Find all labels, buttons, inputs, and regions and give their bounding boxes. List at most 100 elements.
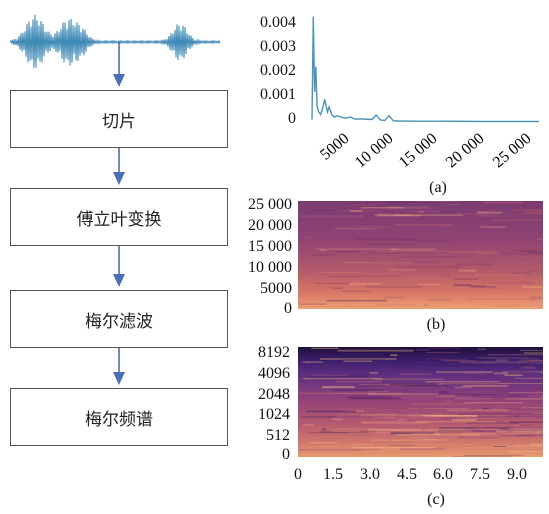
heatmap-texture-stripe (408, 408, 470, 409)
heatmap-texture-stripe (427, 347, 463, 349)
heatmap-texture-stripe (529, 251, 543, 254)
heatmap-texture-stripe (460, 433, 495, 435)
heatmap-texture-stripe (508, 428, 543, 430)
chart-a-x-ticks: 5000 10 000 15 000 20 000 25 000 (317, 130, 535, 171)
heatmap-texture-stripe (350, 443, 375, 446)
heatmap-texture-stripe (331, 418, 343, 420)
heatmap-texture-stripe (298, 392, 378, 395)
heatmap-texture-stripe (362, 297, 367, 299)
heatmap-texture-stripe (385, 383, 442, 386)
heatmap-texture-stripe (424, 359, 489, 360)
heatmap-texture-stripe (501, 399, 543, 401)
step-box-slicing: 切片 (10, 90, 228, 148)
heatmap-texture-stripe (359, 251, 426, 253)
heatmap-texture-stripe (303, 377, 383, 380)
heatmap-texture-stripe (529, 443, 543, 446)
heatmap-texture-stripe (421, 415, 477, 417)
chart-b-heatmap-texture (298, 201, 543, 307)
heatmap-texture-stripe (320, 249, 326, 251)
chart-b-ytick: 15 000 (248, 238, 292, 255)
heatmap-texture-stripe (357, 446, 412, 447)
heatmap-texture-stripe (338, 414, 397, 415)
heatmap-texture-stripe (381, 408, 426, 409)
heatmap-texture-stripe (482, 216, 513, 217)
heatmap-texture-stripe (522, 286, 543, 288)
heatmap-texture-stripe (510, 250, 521, 252)
heatmap-texture-stripe (502, 420, 543, 422)
heatmap-texture-stripe (490, 396, 543, 398)
heatmap-texture-stripe (419, 211, 424, 213)
heatmap-texture-stripe (478, 348, 486, 351)
heatmap-texture-stripe (369, 390, 388, 393)
heatmap-texture-stripe (528, 270, 538, 272)
chart-b-ytick: 10 000 (248, 259, 292, 276)
heatmap-texture-stripe (509, 421, 543, 423)
chart-a-ytick: 0.002 (260, 62, 296, 79)
heatmap-texture-stripe (507, 430, 543, 432)
heatmap-texture-stripe (333, 428, 391, 430)
heatmap-texture-stripe (449, 232, 497, 234)
heatmap-texture-stripe (437, 393, 500, 396)
heatmap-texture-stripe (437, 429, 483, 432)
chart-a-ytick: 0.001 (260, 86, 296, 103)
heatmap-texture-stripe (390, 354, 398, 357)
heatmap-texture-stripe (512, 211, 533, 213)
heatmap-texture-stripe (298, 428, 361, 430)
heatmap-texture-stripe (319, 358, 397, 360)
heatmap-texture-stripe (541, 406, 543, 409)
heatmap-texture-stripe (500, 434, 543, 437)
heatmap-texture-stripe (395, 417, 444, 419)
heatmap-texture-stripe (302, 361, 324, 363)
heatmap-texture-stripe (449, 358, 495, 360)
heatmap-texture-stripe (400, 373, 431, 375)
heatmap-texture-stripe (473, 391, 480, 394)
heatmap-texture-stripe (490, 384, 534, 386)
heatmap-texture-stripe (439, 359, 467, 361)
heatmap-texture-stripe (436, 371, 493, 374)
heatmap-texture-stripe (474, 373, 543, 376)
heatmap-texture-stripe (511, 250, 543, 252)
heatmap-texture-stripe (370, 225, 438, 227)
heatmap-texture-stripe (540, 396, 543, 399)
heatmap-texture-stripe (388, 206, 429, 209)
chart-a-series-line (311, 16, 539, 123)
heatmap-texture-stripe (382, 296, 405, 298)
heatmap-texture-stripe (368, 422, 434, 425)
heatmap-texture-stripe (486, 288, 507, 290)
heatmap-texture-stripe (330, 287, 343, 290)
heatmap-texture-stripe (369, 251, 450, 254)
heatmap-texture-stripe (338, 359, 385, 361)
heatmap-texture-stripe (303, 209, 349, 212)
chart-a-caption: (a) (429, 179, 447, 196)
heatmap-texture-stripe (513, 359, 543, 360)
heatmap-texture-stripe (320, 360, 325, 362)
heatmap-texture-stripe (475, 274, 543, 276)
heatmap-texture-stripe (516, 305, 538, 307)
heatmap-texture-stripe (388, 361, 427, 363)
heatmap-texture-stripe (467, 298, 541, 300)
heatmap-texture-stripe (338, 210, 380, 212)
heatmap-texture-stripe (330, 275, 403, 277)
heatmap-texture-stripe (495, 415, 516, 417)
chart-a-xtick: 25 000 (490, 130, 535, 171)
heatmap-texture-stripe (298, 448, 380, 451)
heatmap-texture-stripe (514, 456, 543, 457)
heatmap-texture-stripe (349, 397, 402, 400)
heatmap-texture-stripe (336, 380, 382, 383)
heatmap-texture-stripe (465, 422, 520, 424)
heatmap-texture-stripe (366, 273, 383, 276)
heatmap-texture-stripe (466, 373, 483, 375)
heatmap-texture-stripe (518, 214, 543, 216)
heatmap-texture-stripe (368, 429, 422, 431)
heatmap-texture-stripe (391, 429, 470, 431)
heatmap-texture-stripe (415, 421, 497, 423)
heatmap-texture-stripe (464, 417, 505, 419)
heatmap-texture-stripe (443, 275, 450, 277)
heatmap-texture-stripe (439, 427, 514, 429)
heatmap-texture-stripe (447, 204, 461, 205)
heatmap-texture-stripe (516, 434, 532, 437)
arrowhead-wave-to-slicing (113, 74, 125, 87)
heatmap-texture-stripe (425, 381, 500, 383)
heatmap-texture-stripe (298, 219, 370, 222)
heatmap-texture-stripe (490, 202, 528, 205)
